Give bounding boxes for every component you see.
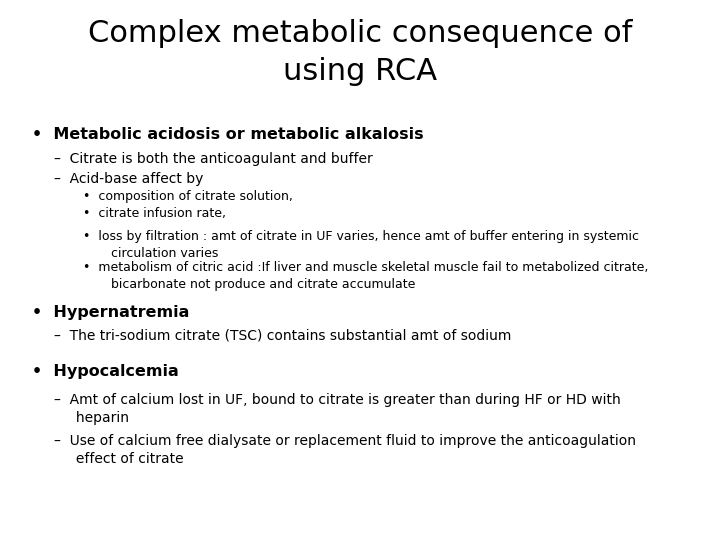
Text: •  citrate infusion rate,: • citrate infusion rate, bbox=[83, 207, 226, 220]
Text: –  Amt of calcium lost in UF, bound to citrate is greater than during HF or HD w: – Amt of calcium lost in UF, bound to ci… bbox=[54, 393, 621, 425]
Text: –  Citrate is both the anticoagulant and buffer: – Citrate is both the anticoagulant and … bbox=[54, 152, 373, 166]
Text: •  Hypocalcemia: • Hypocalcemia bbox=[32, 364, 179, 379]
Text: •  metabolism of citric acid :If liver and muscle skeletal muscle fail to metabo: • metabolism of citric acid :If liver an… bbox=[83, 261, 648, 291]
Text: using RCA: using RCA bbox=[283, 57, 437, 86]
Text: Complex metabolic consequence of: Complex metabolic consequence of bbox=[88, 19, 632, 48]
Text: –  Use of calcium free dialysate or replacement fluid to improve the anticoagula: – Use of calcium free dialysate or repla… bbox=[54, 434, 636, 466]
Text: •  Hypernatremia: • Hypernatremia bbox=[32, 305, 190, 320]
Text: –  Acid-base affect by: – Acid-base affect by bbox=[54, 172, 203, 186]
Text: •  composition of citrate solution,: • composition of citrate solution, bbox=[83, 190, 292, 203]
Text: –  The tri-sodium citrate (TSC) contains substantial amt of sodium: – The tri-sodium citrate (TSC) contains … bbox=[54, 328, 511, 342]
Text: •  Metabolic acidosis or metabolic alkalosis: • Metabolic acidosis or metabolic alkalo… bbox=[32, 127, 424, 142]
Text: •  loss by filtration : amt of citrate in UF varies, hence amt of buffer enterin: • loss by filtration : amt of citrate in… bbox=[83, 230, 639, 260]
